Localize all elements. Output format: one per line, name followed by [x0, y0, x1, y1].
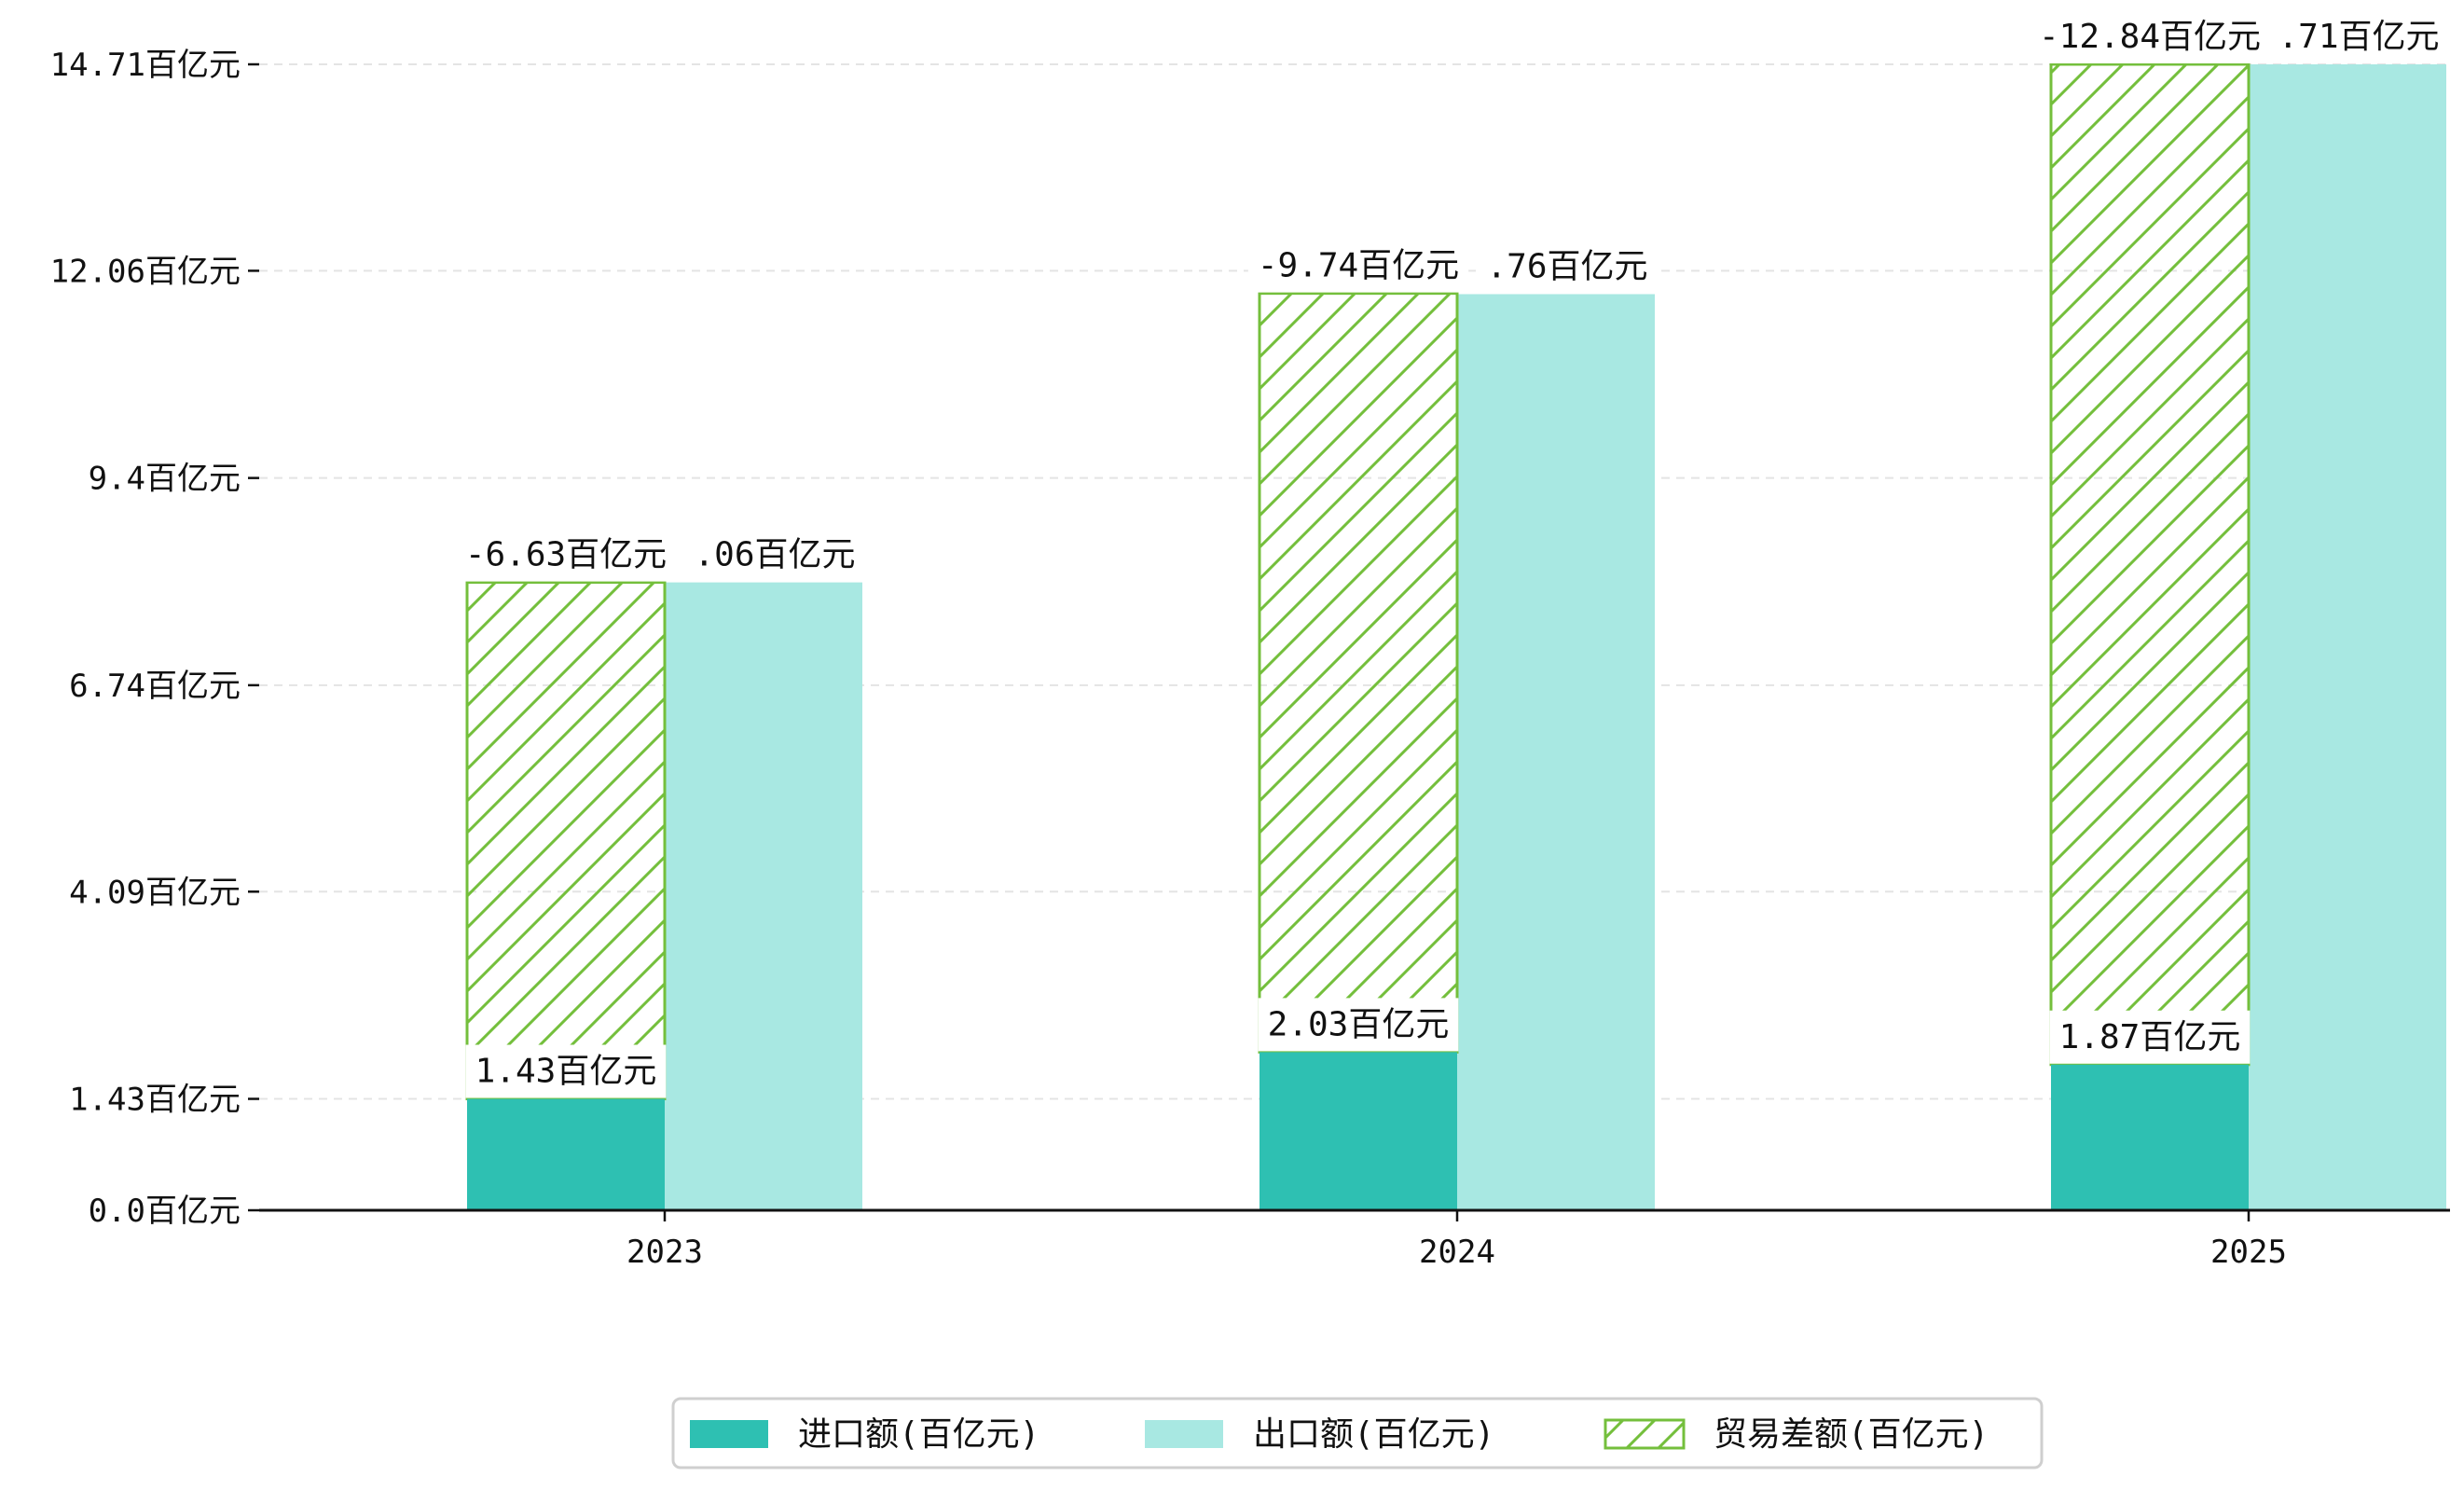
- legend-swatch-export: [1145, 1420, 1223, 1448]
- label-export: .76百亿元: [1477, 240, 1658, 294]
- y-tick-label: 12.06百亿元: [50, 253, 241, 290]
- label-trade-balance-bg: [1247, 239, 1469, 293]
- legend-label-export: 出口额(百亿元): [1253, 1415, 1494, 1454]
- label-export: .71百亿元: [2268, 10, 2449, 63]
- label-import-bg: [2049, 1010, 2251, 1064]
- label-trade-balance-bg: [455, 528, 677, 582]
- y-tick-label: 9.4百亿元: [89, 461, 241, 498]
- label-import-text: 1.87百亿元: [2059, 1018, 2241, 1056]
- label-export-bg: [684, 528, 865, 582]
- label-trade-balance-text: -12.84百亿元: [2039, 18, 2261, 56]
- bar-trade-balance: [465, 581, 667, 1101]
- label-export-bg: [1477, 240, 1658, 294]
- x-tick-label: 2025: [2210, 1234, 2287, 1271]
- bar-import: [1260, 1052, 1457, 1210]
- legend-swatch-trade-balance: [1604, 1418, 1686, 1450]
- y-tick-label: 1.43百亿元: [69, 1082, 241, 1119]
- label-import-text: 2.03百亿元: [1268, 1005, 1450, 1043]
- x-tick-label: 2023: [626, 1234, 703, 1271]
- label-export-bg: [2268, 10, 2449, 63]
- legend: 进口额(百亿元) 出口额(百亿元) 贸易差额(百亿元): [671, 1397, 2044, 1469]
- label-import-text: 1.43百亿元: [475, 1053, 657, 1091]
- label-trade-balance-text: -9.74百亿元: [1258, 247, 1459, 285]
- label-trade-balance: -9.74百亿元: [1247, 239, 1469, 293]
- bar-import: [467, 1098, 665, 1210]
- axes: 0.0百亿元 1.43百亿元 4.09百亿元 6.74百亿元 9.4百亿元 12.06百亿…: [50, 47, 2450, 1271]
- label-export: .06百亿元: [684, 528, 865, 582]
- bar-export: [1457, 294, 1655, 1210]
- label-import: 1.43百亿元: [465, 1044, 667, 1098]
- label-export-text: .76百亿元: [1486, 247, 1647, 285]
- bar-export: [665, 582, 862, 1210]
- legend-box: [671, 1397, 2044, 1469]
- label-trade-balance-text: -6.63百亿元: [465, 536, 667, 574]
- data-labels: .06百亿元 -6.63百亿元 1.43百亿元 .76百亿元 -9.74百亿元 2.03百…: [455, 10, 2449, 1098]
- label-trade-balance: -6.63百亿元: [455, 528, 677, 582]
- label-import-bg: [1258, 998, 1459, 1052]
- y-tick-label: 14.71百亿元: [50, 47, 241, 84]
- y-tick-label: 0.0百亿元: [89, 1193, 241, 1230]
- label-import: 2.03百亿元: [1258, 998, 1459, 1052]
- label-trade-balance-bg: [2029, 10, 2271, 63]
- label-trade-balance: -12.84百亿元: [2029, 10, 2271, 63]
- bar-trade-balance: [2049, 62, 2251, 1067]
- label-export-text: .71百亿元: [2278, 18, 2439, 56]
- bar-trade-balance: [1258, 292, 1459, 1054]
- label-export-text: .06百亿元: [694, 536, 855, 574]
- y-tick-label: 4.09百亿元: [69, 874, 241, 911]
- legend-swatch-import: [690, 1420, 768, 1448]
- label-import-bg: [465, 1044, 667, 1098]
- legend-label-import: 进口额(百亿元): [798, 1415, 1039, 1454]
- bar-import: [2051, 1064, 2249, 1210]
- label-import: 1.87百亿元: [2049, 1010, 2251, 1064]
- y-tick-label: 6.74百亿元: [69, 668, 241, 705]
- x-tick-label: 2024: [1419, 1234, 1495, 1271]
- bar-export: [2249, 64, 2446, 1210]
- legend-label-trade-balance: 贸易差额(百亿元): [1714, 1415, 1989, 1454]
- bars: [465, 62, 2446, 1210]
